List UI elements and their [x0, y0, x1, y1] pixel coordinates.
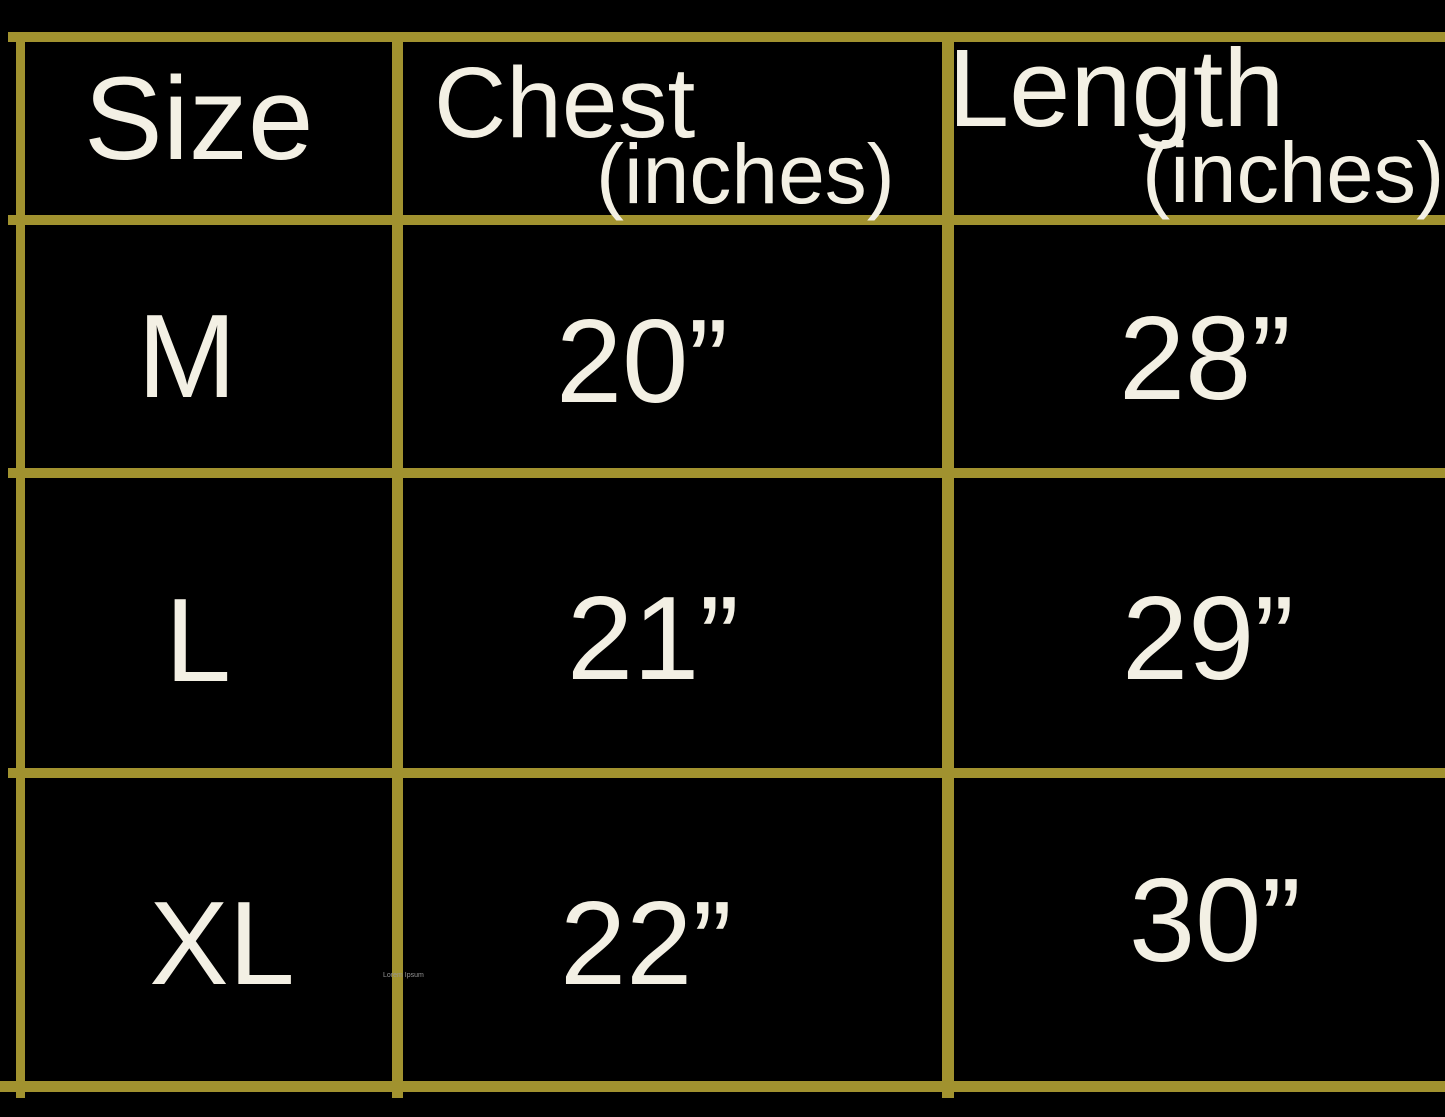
cell-chest-m: 20”: [556, 295, 728, 428]
table-border-below-row-m: [8, 468, 1445, 478]
cell-size-m: M: [137, 290, 237, 423]
cell-chest-l: 21”: [567, 572, 739, 705]
table-border-below-header: [8, 215, 1445, 225]
cell-length-xl: 30”: [1129, 854, 1301, 987]
table-border-top: [8, 32, 1445, 42]
table-border-left: [16, 32, 25, 1098]
cell-size-xl: XL: [149, 877, 295, 1010]
cell-size-l: L: [164, 574, 232, 707]
table-border-bottom: [0, 1081, 1445, 1092]
header-chest: Chest: [434, 47, 696, 159]
watermark-text: Lorem Ipsum: [383, 972, 424, 979]
table-border-below-row-l: [8, 768, 1445, 778]
cell-chest-xl: 22”: [560, 877, 732, 1010]
header-length: Length: [948, 27, 1285, 150]
header-length-unit: (inches): [1142, 126, 1445, 221]
table-divider-size-chest: [392, 32, 403, 1098]
cell-length-m: 28”: [1119, 292, 1291, 425]
cell-length-l: 29”: [1122, 572, 1294, 705]
header-chest-unit: (inches): [596, 127, 895, 221]
header-size: Size: [84, 53, 314, 185]
table-divider-chest-length: [942, 32, 954, 1098]
